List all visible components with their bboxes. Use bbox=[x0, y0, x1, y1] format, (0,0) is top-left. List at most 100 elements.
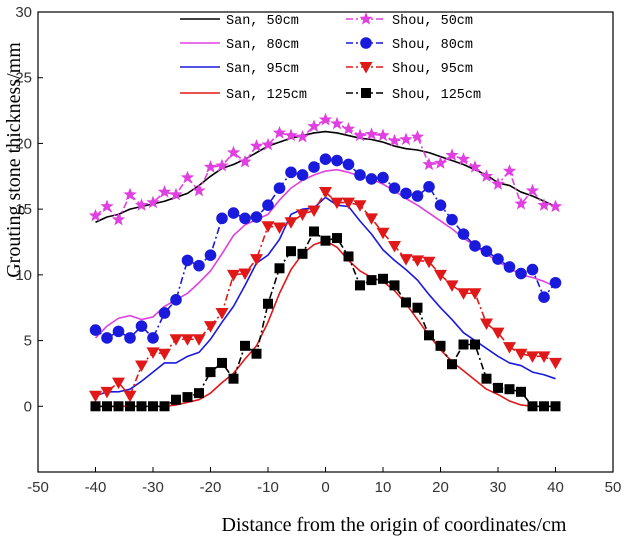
data-point bbox=[263, 298, 273, 309]
data-point bbox=[309, 226, 319, 237]
series-san-95cm bbox=[95, 196, 556, 397]
data-point bbox=[111, 212, 126, 226]
data-point bbox=[169, 334, 183, 346]
data-point bbox=[307, 119, 321, 133]
data-point bbox=[158, 307, 171, 319]
data-point bbox=[320, 235, 331, 246]
data-point bbox=[492, 253, 504, 265]
data-point bbox=[158, 348, 171, 361]
x-tick-label: -10 bbox=[257, 479, 279, 496]
data-point bbox=[238, 154, 252, 168]
data-point bbox=[228, 373, 239, 384]
data-point bbox=[330, 197, 344, 210]
x-tick-label: -50 bbox=[27, 479, 49, 496]
data-point bbox=[125, 401, 135, 412]
data-point bbox=[284, 128, 298, 142]
data-point bbox=[217, 357, 227, 368]
data-point bbox=[399, 132, 413, 146]
data-point bbox=[136, 401, 147, 412]
data-point bbox=[447, 359, 457, 370]
y-tick-label: 15 bbox=[15, 201, 32, 218]
data-point bbox=[342, 197, 355, 210]
x-tick-label: -30 bbox=[142, 479, 164, 496]
data-point bbox=[411, 190, 424, 202]
legend-marker bbox=[360, 37, 372, 49]
data-point bbox=[180, 170, 195, 184]
x-tick-label: 0 bbox=[321, 479, 329, 496]
data-point bbox=[113, 401, 124, 412]
data-point bbox=[548, 199, 563, 213]
y-tick-label: 10 bbox=[15, 267, 32, 284]
legend-label: Shou, 125cm bbox=[392, 88, 481, 103]
data-point bbox=[503, 261, 516, 273]
data-point bbox=[123, 390, 137, 403]
series-shou-80cm bbox=[89, 153, 562, 344]
y-tick-label: 25 bbox=[15, 70, 32, 87]
data-point bbox=[250, 211, 263, 223]
x-tick-label: -40 bbox=[85, 479, 107, 496]
x-axis-title: Distance from the origin of coordinates/… bbox=[222, 514, 567, 536]
y-tick-label: 30 bbox=[15, 4, 32, 21]
data-point bbox=[238, 268, 252, 281]
legend-label: San, 80cm bbox=[226, 38, 299, 53]
data-point bbox=[251, 348, 262, 359]
data-point bbox=[470, 339, 480, 350]
data-point bbox=[134, 198, 149, 211]
data-point bbox=[330, 116, 344, 130]
series-shou-95cm bbox=[89, 187, 562, 403]
data-point bbox=[296, 169, 309, 181]
data-point bbox=[399, 254, 413, 266]
data-point bbox=[376, 227, 390, 240]
data-point bbox=[159, 401, 170, 412]
data-point bbox=[504, 384, 515, 395]
data-point bbox=[445, 148, 459, 161]
data-point bbox=[204, 249, 217, 261]
y-axis-title: Grouting stone thickness/mm bbox=[3, 42, 25, 278]
data-point bbox=[89, 390, 102, 403]
data-point bbox=[88, 208, 103, 222]
data-point bbox=[480, 318, 493, 330]
series-group bbox=[88, 112, 563, 412]
data-point bbox=[491, 177, 505, 190]
legend-label: San, 95cm bbox=[226, 62, 299, 77]
data-point bbox=[123, 187, 137, 201]
data-point bbox=[240, 340, 250, 351]
data-point bbox=[227, 269, 240, 282]
data-point bbox=[526, 351, 539, 363]
legend-item-san-95cm: San, 95cm bbox=[180, 62, 299, 77]
data-point bbox=[515, 267, 527, 280]
data-point bbox=[100, 386, 114, 399]
data-point bbox=[549, 276, 562, 289]
data-point bbox=[514, 196, 528, 210]
data-point bbox=[526, 263, 539, 276]
data-point bbox=[376, 128, 390, 142]
data-point bbox=[295, 129, 310, 143]
data-point bbox=[274, 263, 285, 274]
data-point bbox=[537, 351, 551, 363]
data-point bbox=[146, 195, 160, 209]
data-point bbox=[319, 187, 332, 199]
data-point bbox=[319, 153, 332, 165]
data-point bbox=[503, 342, 516, 354]
data-point bbox=[239, 212, 251, 225]
legend-item-shou-95cm: Shou, 95cm bbox=[346, 62, 473, 77]
data-point bbox=[171, 394, 181, 405]
axes: -50 -40 -30 -20 -10 0 10 20 30 40 50 0 5 10 15 20 25 30 bbox=[15, 4, 621, 496]
data-point bbox=[353, 128, 367, 142]
data-point bbox=[286, 246, 296, 257]
data-point bbox=[343, 251, 354, 262]
data-point bbox=[272, 125, 287, 139]
data-point bbox=[388, 240, 401, 253]
data-point bbox=[169, 187, 183, 201]
data-point bbox=[458, 339, 469, 350]
data-point bbox=[261, 137, 275, 151]
data-point bbox=[226, 145, 241, 159]
legend-item-shou-125cm: Shou, 125cm bbox=[346, 88, 481, 103]
data-point bbox=[539, 401, 549, 412]
data-point bbox=[457, 228, 470, 240]
data-point bbox=[101, 332, 113, 344]
data-point bbox=[331, 154, 343, 167]
legend-marker bbox=[359, 62, 373, 74]
data-point bbox=[249, 139, 264, 152]
data-point bbox=[469, 240, 481, 252]
